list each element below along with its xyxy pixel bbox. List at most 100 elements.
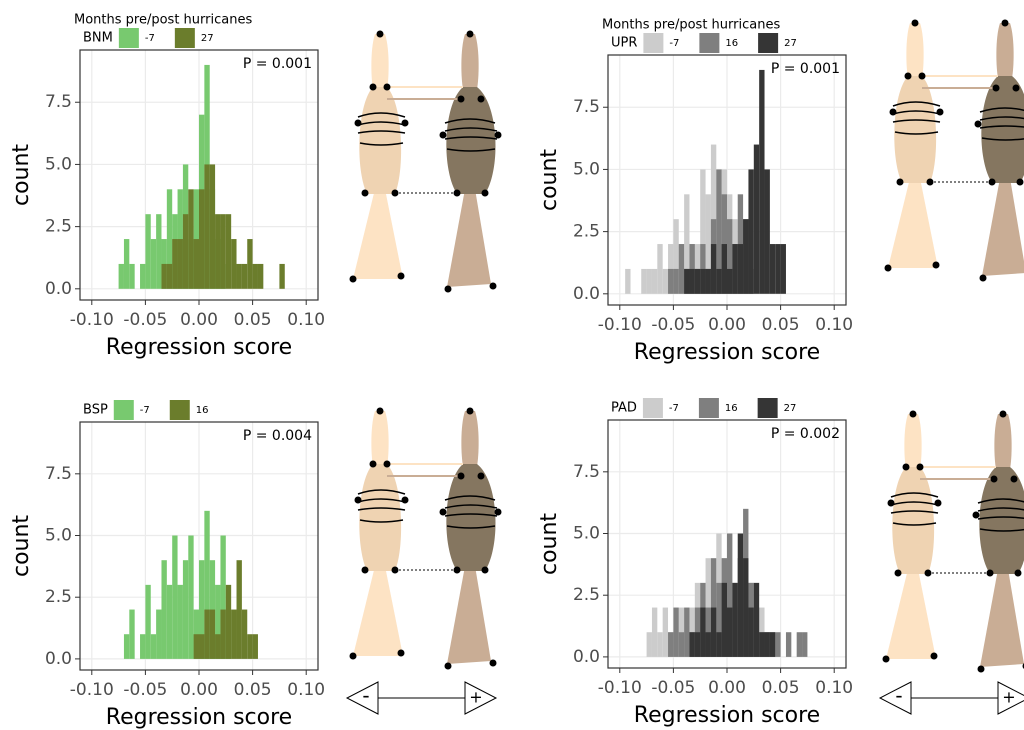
histogram-bar (759, 69, 765, 294)
legend-entry: 16 (725, 38, 738, 49)
histogram-bar (700, 268, 706, 294)
histogram-bar (236, 560, 242, 659)
histogram-bar (700, 169, 706, 294)
histogram-bar (215, 214, 221, 289)
annotation: P = 0.001 (243, 56, 312, 72)
y-tick-label: 7.5 (45, 92, 72, 112)
annotation: P = 0.004 (243, 428, 312, 444)
histogram-bar (651, 268, 658, 294)
histogram-bar (716, 169, 722, 294)
x-tick-label: 0.10 (815, 678, 853, 698)
x-axis-title: Regression score (106, 705, 292, 730)
histogram-bar (678, 607, 685, 657)
y-tick-label: 2.5 (45, 217, 72, 237)
x-tick-label: -0.10 (70, 680, 114, 700)
histogram-bar (668, 268, 674, 294)
y-tick-label: 7.5 (573, 462, 600, 482)
histogram-bar (641, 268, 647, 294)
histogram-bar (231, 239, 237, 289)
histogram-bar (177, 239, 183, 289)
histogram-bar (732, 582, 738, 657)
shape-diagram (348, 29, 503, 294)
histogram-bar (193, 609, 199, 659)
legend-title: Months pre/post hurricanes (602, 18, 780, 33)
histogram-bar (678, 244, 685, 294)
histogram-bar (684, 607, 690, 657)
y-tick-label: 7.5 (45, 464, 72, 484)
histogram-bar (123, 634, 130, 659)
histogram-bar (694, 268, 701, 294)
x-tick-label: 0.10 (815, 315, 853, 335)
histogram-bar (145, 214, 151, 289)
histogram-bar (785, 632, 792, 657)
histogram-bar (123, 239, 130, 289)
histogram-bar (166, 584, 173, 659)
legend-title: Months pre/post hurricanes (74, 13, 252, 28)
histogram-bar (759, 632, 765, 657)
histogram-bar (689, 632, 695, 657)
histogram-bar (225, 214, 232, 289)
histogram-bar (166, 189, 173, 289)
scale-high: + (469, 688, 482, 707)
histogram-bar (684, 194, 690, 294)
histogram-bar (252, 634, 258, 659)
legend-swatch (758, 33, 779, 53)
legend-entry: 27 (201, 33, 214, 44)
legend-swatch (757, 398, 778, 418)
legend-swatch (113, 400, 134, 420)
histogram-bar (215, 584, 221, 659)
histogram-bar (737, 533, 744, 657)
x-tick-label: 0.00 (180, 310, 218, 330)
histogram-bar (188, 535, 194, 659)
histogram-bar (689, 268, 695, 294)
x-axis-title: Regression score (634, 340, 820, 365)
scale-high: + (1002, 688, 1015, 707)
legend-label: BNM (83, 31, 113, 46)
histogram-bar (204, 164, 210, 289)
histogram-bar (721, 582, 727, 657)
y-axis-title: count (537, 513, 562, 575)
histogram-bar (727, 268, 733, 294)
histogram-bar (780, 244, 786, 294)
legend-swatch (642, 398, 663, 418)
plot-border (79, 421, 319, 671)
histogram-bar (764, 169, 770, 294)
histogram-bar (716, 268, 722, 294)
y-tick-label: 5.0 (573, 159, 600, 179)
histogram-bar (209, 560, 216, 659)
histogram-bar (694, 632, 701, 657)
scale-low: - (895, 684, 902, 708)
x-tick-label: 0.00 (708, 315, 746, 335)
histogram-bar (199, 189, 205, 289)
histogram-bar (716, 632, 722, 657)
x-tick-label: 0.05 (762, 678, 800, 698)
shape-diagram (348, 406, 503, 671)
y-axis-title: count (9, 144, 34, 206)
histogram-bar (199, 560, 205, 659)
plot-border (79, 49, 319, 301)
histogram-bar (705, 194, 711, 294)
x-axis-title: Regression score (106, 335, 292, 360)
histogram-bar (689, 607, 695, 657)
scale-arrow: - + (878, 681, 1024, 715)
histogram-bar (236, 263, 242, 289)
histogram-bar (737, 244, 744, 294)
y-tick-label: 5.0 (45, 154, 72, 174)
histogram-bar (743, 219, 749, 294)
histogram-bar (727, 533, 733, 657)
histogram-bar (710, 558, 717, 657)
histogram-bar (657, 244, 663, 294)
histogram-bar (727, 607, 733, 657)
histogram-bar (673, 219, 679, 294)
histogram-bar (193, 189, 199, 289)
histogram-bar (705, 558, 711, 657)
x-tick-label: -0.05 (651, 678, 695, 698)
y-axis-title: count (9, 515, 34, 577)
histogram-bar (769, 244, 776, 294)
histogram-bar (705, 632, 711, 657)
histogram-bar (753, 144, 760, 294)
legend-swatch (643, 33, 664, 53)
y-tick-label: 5.0 (45, 526, 72, 546)
x-tick-label: 0.05 (762, 315, 800, 335)
histogram-bar (247, 239, 253, 289)
